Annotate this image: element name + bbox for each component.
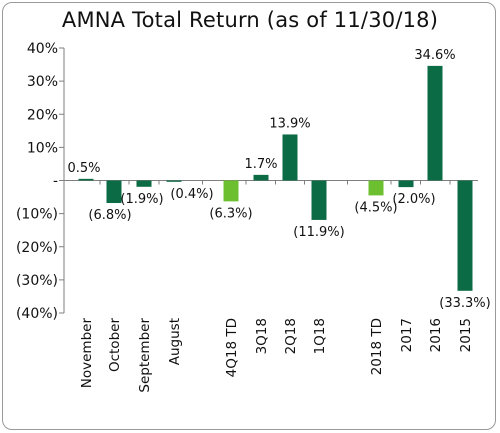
bar-4q18-td bbox=[223, 180, 239, 202]
y-tick-label: - bbox=[53, 174, 58, 190]
chart-title: AMNA Total Return (as of 11/30/18) bbox=[61, 8, 439, 32]
y-tick-label: 10% bbox=[27, 140, 58, 156]
y-tick-label: (40%) bbox=[16, 306, 58, 322]
data-label: (1.9%) bbox=[120, 192, 163, 207]
bar-2017 bbox=[398, 180, 414, 188]
data-label: 13.9% bbox=[269, 116, 310, 131]
y-tick-label: 30% bbox=[27, 74, 58, 90]
x-category-label: November bbox=[79, 318, 95, 389]
bar-september bbox=[136, 180, 152, 187]
x-category-label: 2Q18 bbox=[283, 318, 299, 354]
data-label: 1.7% bbox=[244, 157, 277, 172]
bar-3q18 bbox=[253, 174, 269, 181]
data-label: 34.6% bbox=[414, 48, 455, 63]
bar-november bbox=[78, 178, 94, 181]
x-category-label: 2018 TD bbox=[369, 318, 385, 375]
y-tick-label: (10%) bbox=[16, 207, 58, 223]
bar-2016 bbox=[427, 65, 443, 181]
bar-october bbox=[106, 180, 122, 204]
x-category-label: 4Q18 TD bbox=[224, 318, 240, 377]
y-tick-label: (30%) bbox=[16, 273, 58, 289]
y-tick-label: 20% bbox=[27, 107, 58, 123]
x-category-label: 1Q18 bbox=[312, 318, 328, 354]
x-category-label: 3Q18 bbox=[254, 318, 270, 354]
data-label: (2.0%) bbox=[392, 192, 435, 207]
data-label: (4.5%) bbox=[354, 200, 397, 215]
bar-2015 bbox=[457, 180, 473, 291]
bar-1q18 bbox=[311, 180, 327, 220]
data-label: (33.3%) bbox=[439, 296, 490, 311]
data-label: (0.4%) bbox=[170, 187, 213, 202]
x-category-label: August bbox=[167, 318, 183, 365]
bar-2q18 bbox=[282, 134, 298, 181]
chart-frame bbox=[2, 2, 496, 430]
y-tick-label: (20%) bbox=[16, 240, 58, 256]
bar-august bbox=[166, 180, 182, 182]
data-label: (6.8%) bbox=[88, 208, 131, 223]
x-category-label: 2016 bbox=[428, 318, 444, 352]
bar-2018-td bbox=[368, 180, 384, 196]
data-label: 0.5% bbox=[67, 161, 100, 176]
x-category-label: September bbox=[137, 318, 153, 393]
x-category-label: 2015 bbox=[458, 318, 474, 352]
data-label: (6.3%) bbox=[209, 206, 252, 221]
data-label: (11.9%) bbox=[293, 225, 344, 240]
x-category-label: 2017 bbox=[399, 318, 415, 352]
y-tick-label: 40% bbox=[27, 41, 58, 57]
x-category-label: October bbox=[107, 318, 123, 372]
